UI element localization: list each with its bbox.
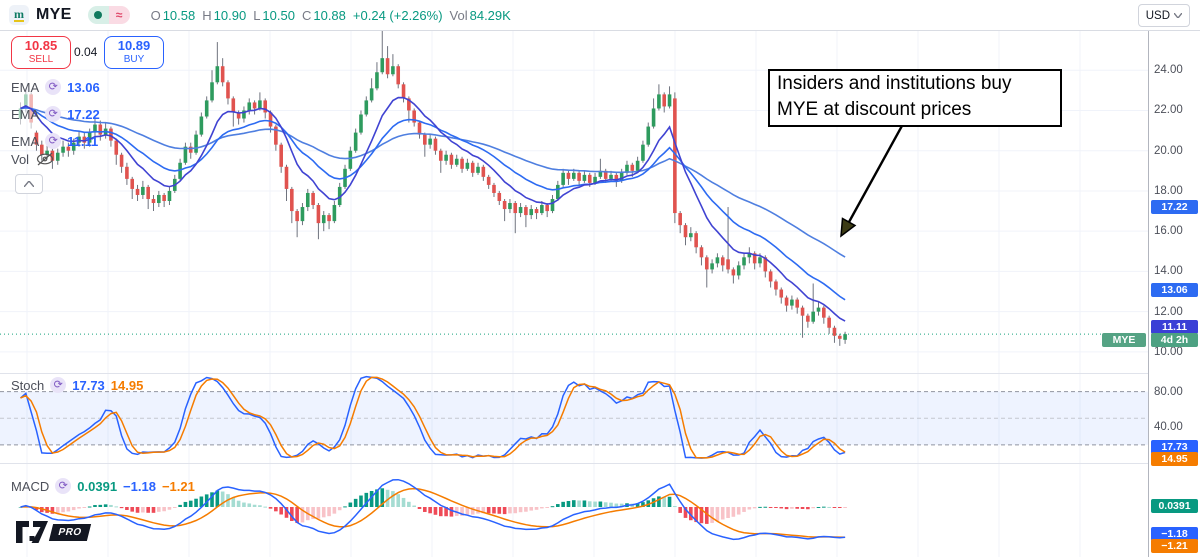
axis-tick-label: 40.00 [1154, 421, 1183, 434]
macd-label: MACD [11, 478, 50, 494]
axis-tick-label: 20.00 [1154, 144, 1183, 157]
axis-tick-label: 22.00 [1154, 104, 1183, 117]
low-label: L [253, 7, 261, 23]
annotation-note[interactable]: Insiders and institutions buy MYE at dis… [768, 69, 1062, 127]
tradingview-logo[interactable]: PRO [16, 521, 92, 543]
sync-icon[interactable]: ⟳ [50, 377, 67, 393]
currency-label: USD [1145, 9, 1170, 22]
legend-row-macd[interactable]: MACD ⟳ 0.0391 −1.18 −1.21 [11, 478, 195, 494]
sync-icon[interactable]: ⟳ [45, 133, 62, 149]
stoch-d-value: 14.95 [110, 377, 144, 393]
ema-label: EMA [11, 79, 40, 95]
change-value: +0.24 (+2.26%) [352, 7, 443, 23]
axis-tick-label: 14.00 [1154, 265, 1183, 278]
high-value: 10.90 [213, 7, 247, 23]
axis-price-badge: 13.06 [1151, 283, 1198, 298]
axis-price-badge: 14.95 [1151, 451, 1198, 466]
pro-badge: PRO [48, 523, 92, 541]
ohlc-row: O 10.58 H 10.90 L 10.50 C 10.88 +0.24 (+2.26… [144, 8, 511, 23]
sell-price: 10.85 [24, 38, 58, 53]
axis-tick-label: 18.00 [1154, 184, 1183, 197]
macd-signal-value: −1.21 [161, 478, 195, 494]
candles [18, 30, 847, 346]
collapse-legend-button[interactable] [15, 174, 43, 194]
volume-legend-label: Vol [11, 151, 30, 167]
symbol-logo-letter: m [14, 6, 24, 21]
axis-price-badge: 17.73 [1151, 439, 1198, 454]
axis-price-badge: 0.0391 [1151, 499, 1198, 514]
legend-row-volume[interactable]: Vol [11, 151, 55, 167]
macd-line-value: −1.18 [123, 478, 156, 494]
annotation-line-2: MYE at discount prices [777, 99, 972, 120]
sell-button[interactable]: 10.85 SELL [11, 36, 71, 69]
symbol-logo-icon: m [9, 5, 29, 25]
axis-tick-label: 12.00 [1154, 305, 1183, 318]
axis-price-badge: 11.11 [1151, 320, 1198, 335]
market-status-pill: ≈ [87, 6, 130, 24]
chevron-down-icon [1174, 13, 1182, 18]
sell-label: SELL [28, 54, 54, 65]
volume-label: Vol [449, 7, 468, 23]
symbol-name[interactable]: MYE [36, 6, 72, 23]
low-value: 10.50 [262, 7, 295, 23]
macd-hist-value: 0.0391 [77, 478, 118, 494]
symbol-price-marker: MYE [1102, 333, 1146, 348]
ema-label: EMA [11, 133, 40, 149]
axis-price-badge: 17.22 [1151, 199, 1198, 214]
axis-tick-label: 24.00 [1154, 64, 1183, 77]
axis-price-badge: −1.18 [1151, 527, 1198, 542]
axis-price-badge: 4d 2h [1151, 333, 1198, 348]
stoch-label: Stoch [11, 377, 45, 393]
open-value: 10.58 [162, 7, 196, 23]
legend-row-ema-3[interactable]: EMA ⟳ 11.11 [11, 133, 98, 149]
legend-row-ema-2[interactable]: EMA ⟳ 17.22 [11, 106, 100, 122]
legend-row-ema-1[interactable]: EMA ⟳ 13.06 [11, 79, 100, 95]
currency-dropdown[interactable]: USD [1137, 4, 1190, 27]
axis-tick-label: 80.00 [1154, 385, 1183, 398]
annotation-line-1: Insiders and institutions buy [777, 73, 1012, 94]
pane-separator[interactable] [0, 463, 1200, 464]
axis-price-badge: −1.21 [1151, 539, 1198, 554]
buy-price: 10.89 [117, 38, 151, 53]
market-open-icon [94, 11, 103, 19]
sync-icon[interactable]: ⟳ [45, 106, 62, 122]
eye-hidden-icon[interactable] [35, 151, 55, 167]
chevron-up-icon [24, 181, 34, 187]
close-label: C [301, 7, 312, 23]
volume-value: 84.29K [469, 7, 511, 23]
close-value: 10.88 [313, 7, 346, 23]
axis-tick-label: 16.00 [1154, 225, 1183, 238]
delayed-data-icon: ≈ [108, 6, 130, 24]
buy-button[interactable]: 10.89 BUY [104, 36, 164, 69]
pane-separator[interactable] [0, 373, 1200, 374]
legend-row-stoch[interactable]: Stoch ⟳ 17.73 14.95 [11, 377, 143, 393]
ema-value: 11.11 [67, 133, 99, 149]
sync-icon[interactable]: ⟳ [55, 478, 72, 494]
chart-canvas[interactable] [0, 0, 1148, 557]
ema-label: EMA [11, 106, 40, 122]
ema-value: 13.06 [67, 79, 100, 95]
open-label: O [150, 7, 161, 23]
axis-tick-label: 10.00 [1154, 345, 1183, 358]
buy-label: BUY [123, 54, 145, 65]
top-bar: m MYE ≈ O 10.58 H 10.90 L 10.50 C 10.88 +0.2… [0, 0, 1200, 31]
stoch-k-value: 17.73 [72, 377, 105, 393]
price-axis[interactable]: 24.00 22.00 20.00 18.00 16.00 14.00 12.00 10.00… [1148, 0, 1200, 557]
ema-value: 17.22 [67, 106, 100, 122]
spread-value: 0.04 [74, 45, 98, 59]
high-label: H [202, 7, 212, 23]
tradingview-glyph-icon [16, 521, 48, 543]
sync-icon[interactable]: ⟳ [45, 79, 62, 95]
